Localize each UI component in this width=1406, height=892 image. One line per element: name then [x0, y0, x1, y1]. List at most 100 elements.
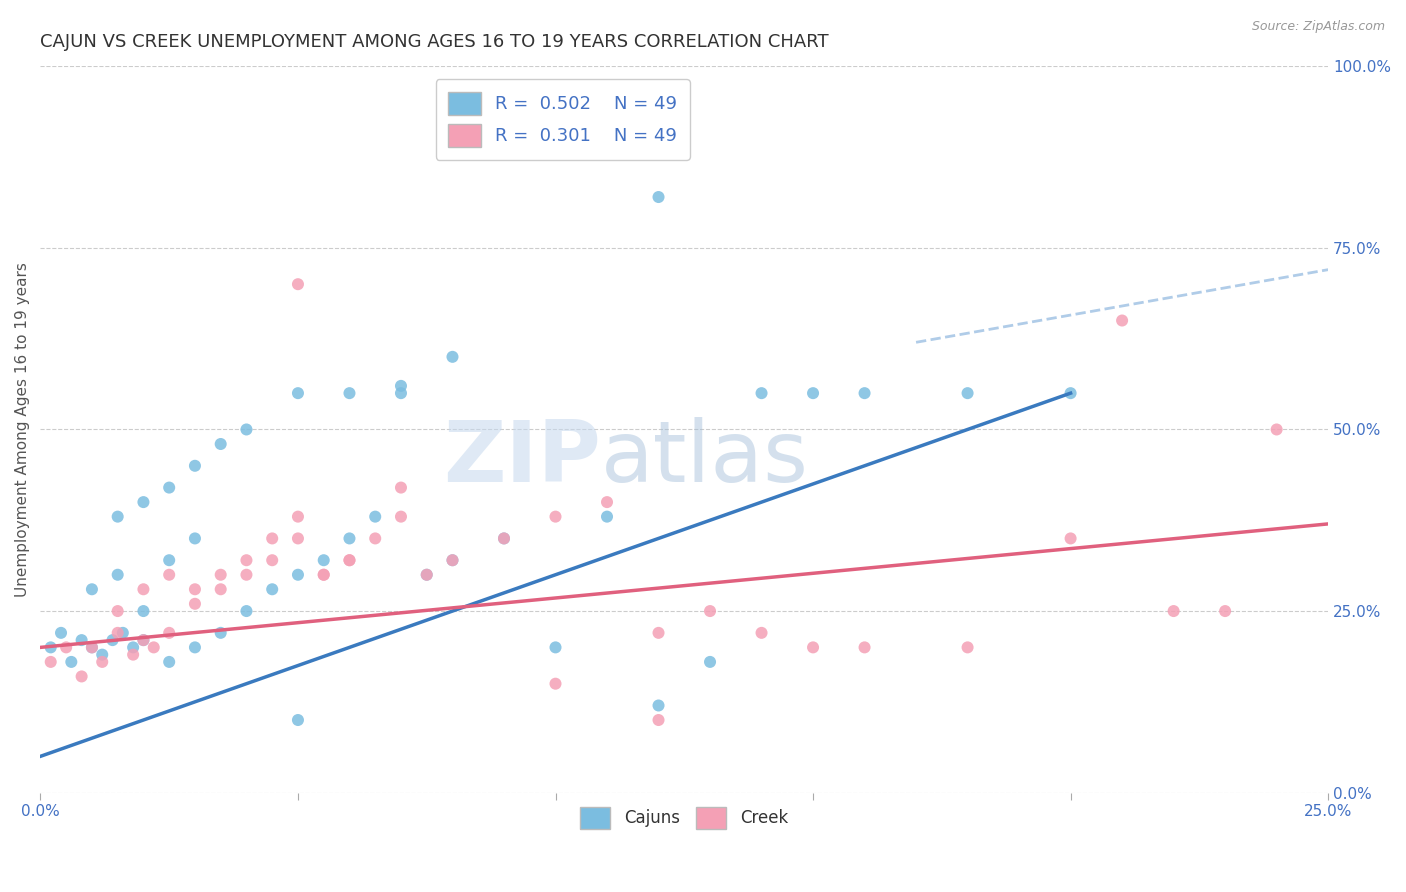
Point: [312, 553, 335, 567]
Point: [699, 655, 721, 669]
Point: [801, 386, 824, 401]
Point: [596, 509, 619, 524]
Point: [262, 582, 284, 597]
Point: [157, 553, 180, 567]
Point: [101, 633, 124, 648]
Point: [142, 640, 165, 655]
Point: [209, 582, 232, 597]
Point: [209, 625, 232, 640]
Point: [441, 350, 464, 364]
Point: [647, 698, 669, 713]
Point: [389, 509, 412, 524]
Point: [312, 567, 335, 582]
Point: [157, 567, 180, 582]
Point: [956, 386, 979, 401]
Point: [1265, 422, 1288, 436]
Point: [647, 190, 669, 204]
Point: [287, 509, 309, 524]
Point: [132, 495, 155, 509]
Point: [235, 567, 257, 582]
Point: [339, 532, 361, 546]
Point: [39, 655, 62, 669]
Point: [853, 386, 876, 401]
Point: [91, 655, 114, 669]
Point: [132, 582, 155, 597]
Point: [209, 437, 232, 451]
Point: [60, 655, 83, 669]
Point: [235, 553, 257, 567]
Point: [364, 509, 387, 524]
Point: [312, 567, 335, 582]
Point: [184, 640, 207, 655]
Point: [751, 386, 773, 401]
Point: [699, 604, 721, 618]
Point: [544, 509, 567, 524]
Point: [262, 553, 284, 567]
Point: [287, 532, 309, 546]
Point: [111, 625, 134, 640]
Point: [441, 553, 464, 567]
Point: [389, 379, 412, 393]
Point: [70, 633, 93, 648]
Point: [956, 640, 979, 655]
Point: [544, 676, 567, 690]
Point: [647, 625, 669, 640]
Point: [389, 386, 412, 401]
Point: [70, 669, 93, 683]
Point: [235, 604, 257, 618]
Text: ZIP: ZIP: [443, 417, 600, 500]
Point: [287, 567, 309, 582]
Text: Source: ZipAtlas.com: Source: ZipAtlas.com: [1251, 20, 1385, 33]
Point: [364, 532, 387, 546]
Point: [339, 553, 361, 567]
Point: [157, 481, 180, 495]
Point: [184, 582, 207, 597]
Point: [80, 640, 103, 655]
Point: [441, 553, 464, 567]
Point: [647, 713, 669, 727]
Point: [122, 640, 145, 655]
Point: [80, 640, 103, 655]
Point: [184, 532, 207, 546]
Point: [157, 625, 180, 640]
Point: [49, 625, 72, 640]
Point: [122, 648, 145, 662]
Point: [1163, 604, 1185, 618]
Point: [209, 567, 232, 582]
Point: [91, 648, 114, 662]
Point: [1213, 604, 1236, 618]
Point: [262, 532, 284, 546]
Point: [132, 604, 155, 618]
Point: [751, 625, 773, 640]
Legend: Cajuns, Creek: Cajuns, Creek: [574, 800, 794, 835]
Point: [107, 625, 129, 640]
Point: [287, 713, 309, 727]
Point: [107, 567, 129, 582]
Point: [492, 532, 515, 546]
Point: [853, 640, 876, 655]
Point: [544, 640, 567, 655]
Point: [416, 567, 439, 582]
Point: [287, 277, 309, 292]
Point: [389, 481, 412, 495]
Point: [55, 640, 77, 655]
Point: [132, 633, 155, 648]
Point: [339, 553, 361, 567]
Text: atlas: atlas: [600, 417, 808, 500]
Point: [1111, 313, 1133, 327]
Point: [157, 655, 180, 669]
Text: CAJUN VS CREEK UNEMPLOYMENT AMONG AGES 16 TO 19 YEARS CORRELATION CHART: CAJUN VS CREEK UNEMPLOYMENT AMONG AGES 1…: [41, 33, 830, 51]
Point: [184, 458, 207, 473]
Y-axis label: Unemployment Among Ages 16 to 19 years: Unemployment Among Ages 16 to 19 years: [15, 262, 30, 597]
Point: [1059, 386, 1081, 401]
Point: [287, 386, 309, 401]
Point: [80, 582, 103, 597]
Point: [107, 604, 129, 618]
Point: [235, 422, 257, 436]
Point: [1059, 532, 1081, 546]
Point: [107, 509, 129, 524]
Point: [492, 532, 515, 546]
Point: [132, 633, 155, 648]
Point: [596, 495, 619, 509]
Point: [416, 567, 439, 582]
